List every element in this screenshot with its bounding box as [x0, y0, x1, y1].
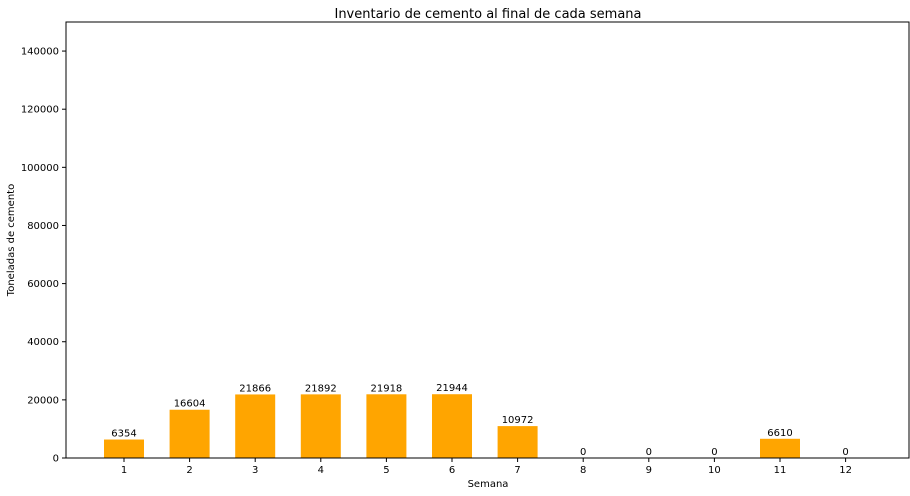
bar [366, 394, 407, 458]
data-label: 16604 [174, 399, 206, 410]
x-tick-label: 5 [383, 465, 389, 476]
x-tick-label: 2 [186, 465, 192, 476]
bar [300, 394, 341, 458]
bar [497, 426, 538, 458]
bar [104, 439, 144, 458]
chart-title: Inventario de cemento al final de cada s… [334, 7, 641, 22]
plot-area: 0200004000060000800001000001200001400001… [21, 47, 852, 476]
x-tick-label: 11 [774, 465, 787, 476]
data-label: 6610 [767, 428, 792, 439]
y-tick-label: 20000 [27, 395, 59, 406]
x-tick-label: 6 [449, 465, 455, 476]
x-tick-label: 8 [580, 465, 586, 476]
data-label: 0 [842, 447, 848, 458]
bar [235, 394, 276, 458]
data-label: 0 [711, 447, 717, 458]
x-axis-label: Semana [468, 479, 509, 490]
data-label: 0 [646, 447, 652, 458]
y-tick-label: 80000 [27, 221, 59, 232]
x-tick-label: 10 [708, 465, 721, 476]
y-axis-label: Toneladas de cemento [6, 184, 17, 297]
y-tick-label: 140000 [21, 47, 59, 58]
x-tick-label: 4 [318, 465, 324, 476]
data-label: 21944 [436, 383, 468, 394]
plot-frame [65, 21, 910, 459]
data-label: 21892 [305, 383, 337, 394]
data-label: 0 [580, 447, 586, 458]
x-tick-label: 1 [121, 465, 127, 476]
y-tick-label: 40000 [27, 337, 59, 348]
y-tick-label: 60000 [27, 279, 59, 290]
data-label: 21866 [239, 383, 271, 394]
x-tick-label: 3 [252, 465, 258, 476]
data-label: 10972 [502, 415, 534, 426]
data-label: 21918 [370, 383, 402, 394]
bar [169, 409, 210, 458]
y-tick-label: 0 [53, 454, 59, 465]
x-tick-label: 7 [514, 465, 520, 476]
bar [432, 394, 472, 458]
x-tick-label: 9 [646, 465, 652, 476]
bar [760, 438, 800, 458]
data-label: 6354 [111, 429, 136, 440]
y-tick-label: 120000 [21, 105, 59, 116]
x-tick-label: 12 [839, 465, 852, 476]
y-tick-label: 100000 [21, 163, 59, 174]
